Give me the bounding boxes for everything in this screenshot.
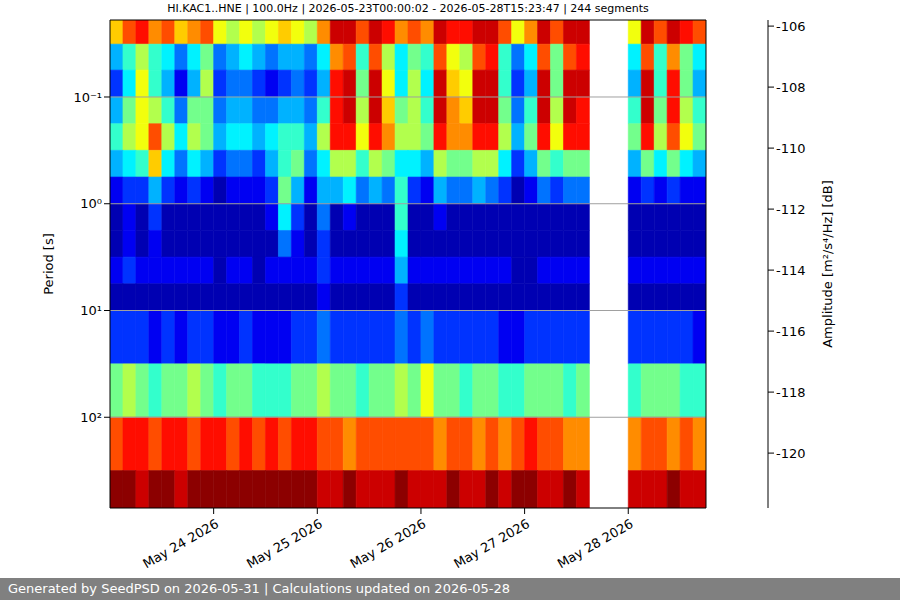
svg-text:-116: -116 [776,324,806,339]
svg-text:Amplitude [m²/s⁴/Hz] [dB]: Amplitude [m²/s⁴/Hz] [dB] [820,180,835,348]
svg-text:Period [s]: Period [s] [41,233,56,295]
svg-text:10¹: 10¹ [80,303,102,318]
svg-text:10⁰: 10⁰ [80,196,102,211]
svg-text:May 24 2026: May 24 2026 [140,516,221,571]
svg-text:10²: 10² [80,410,102,425]
svg-text:-118: -118 [776,385,806,400]
svg-text:-106: -106 [776,19,806,34]
svg-text:May 28 2026: May 28 2026 [555,516,636,571]
svg-text:-108: -108 [776,80,806,95]
svg-text:-112: -112 [776,202,806,217]
svg-text:10⁻¹: 10⁻¹ [73,90,102,105]
svg-text:May 27 2026: May 27 2026 [451,516,532,571]
html-text:Generated by SeedPSD on 2026-0: Generated by SeedPSD on 2026-05-31 | Cal… [8,581,510,596]
svg-text:May 26 2026: May 26 2026 [348,516,429,571]
svg-text:-120: -120 [776,446,806,461]
svg-text:-110: -110 [776,141,806,156]
svg-text:-114: -114 [776,263,806,278]
svg-text:May 25 2026: May 25 2026 [244,516,325,571]
html-text:HI.KAC1..HNE | 100.0Hz | 2026-: HI.KAC1..HNE | 100.0Hz | 2026-05-23T00:0… [167,2,649,15]
